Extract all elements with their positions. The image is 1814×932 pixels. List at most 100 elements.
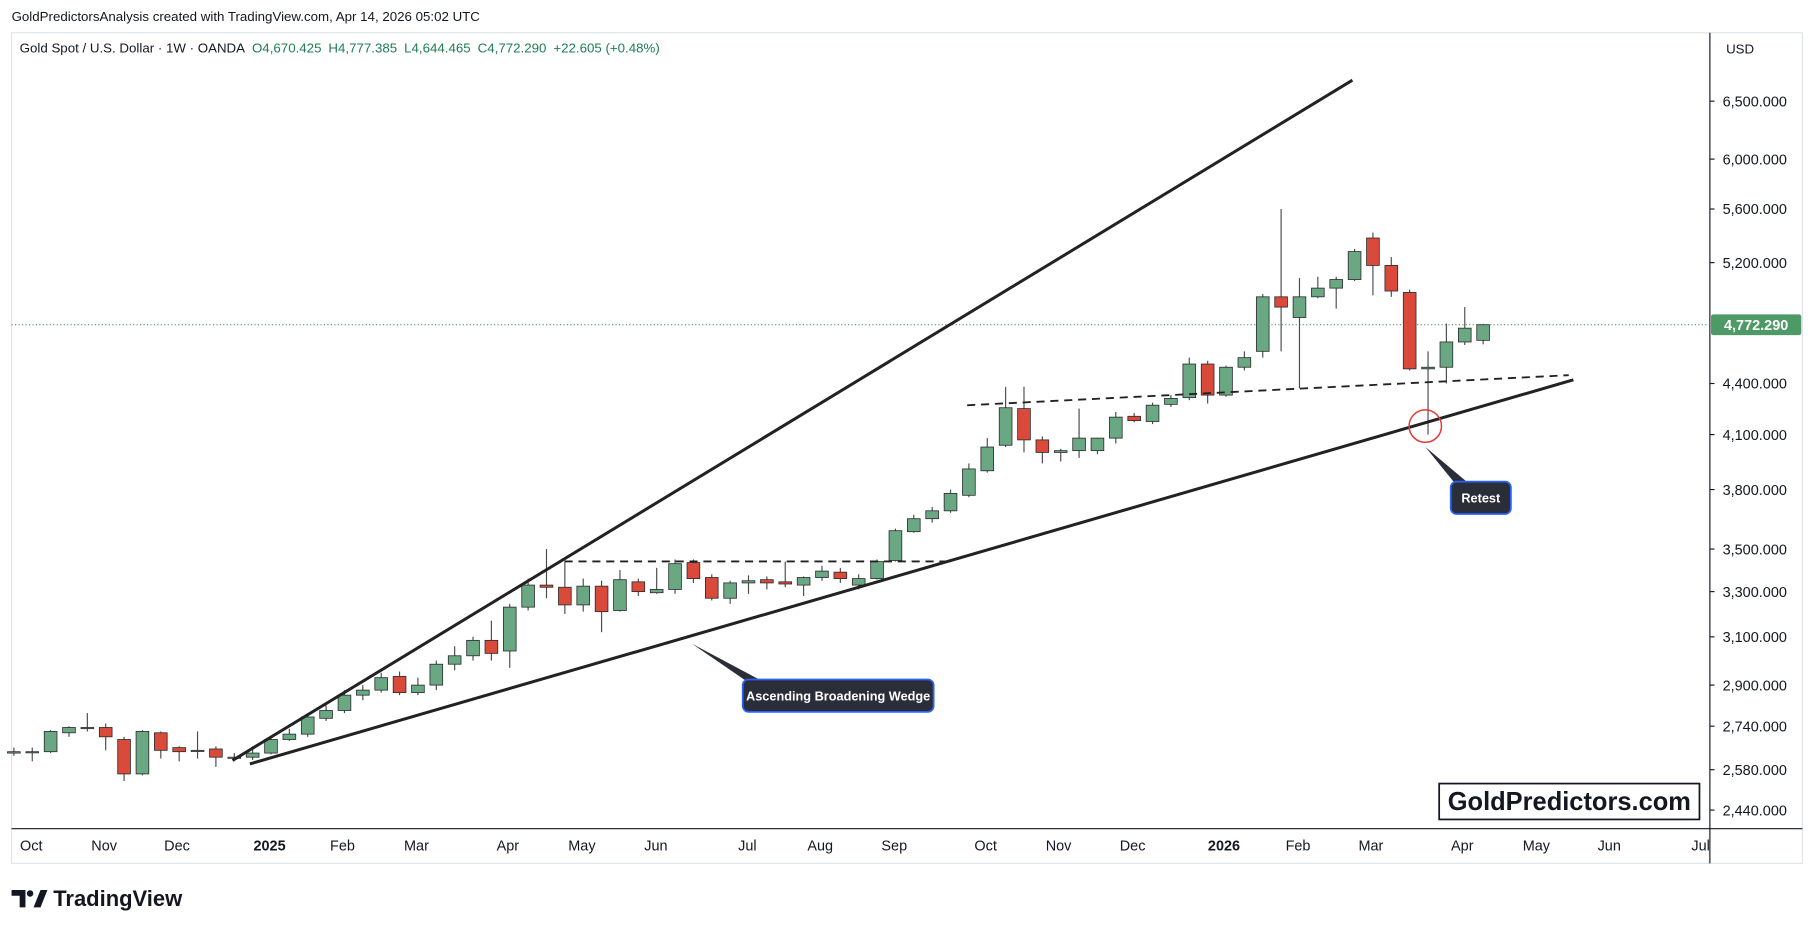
candle-body [631, 581, 646, 593]
candle-body [594, 585, 609, 613]
candle-body [1145, 404, 1160, 422]
candle-body [1053, 450, 1068, 453]
candle-body [907, 518, 921, 533]
frame [10, 32, 1804, 864]
y-tick-label: 2,440.000 [1723, 803, 1787, 819]
x-tick-label: May [1523, 839, 1551, 855]
x-tick-label: Dec [164, 839, 190, 855]
brand: TradingView [53, 886, 183, 911]
candle-body [815, 570, 829, 578]
candle-body [135, 731, 150, 775]
last-price-box [1711, 314, 1802, 336]
candle-body [1219, 366, 1233, 396]
x-tick-label: Apr [1451, 839, 1474, 855]
candle-body [374, 677, 388, 691]
candle-body [319, 710, 333, 719]
candle-body [25, 751, 40, 754]
x-tick-label: Apr [497, 839, 520, 855]
upper-trendline [231, 78, 1354, 762]
wedge-label: Ascending Broadening Wedge [746, 688, 930, 703]
candle-body [1402, 292, 1417, 370]
x-tick-label: Oct [20, 839, 42, 855]
candle-body [209, 748, 223, 758]
candle-body [1035, 439, 1050, 453]
neckline [967, 374, 1569, 407]
logo-mark [26, 890, 34, 897]
callout-box [741, 678, 935, 713]
y-tick-label: 2,740.000 [1723, 719, 1787, 735]
candle-body [282, 733, 297, 740]
legend: Gold Spot / U.S. Dollar · 1W · OANDA O4,6… [20, 40, 660, 55]
candle-body [80, 727, 95, 730]
candle-body [1237, 357, 1252, 368]
symbol-title: Gold Spot / U.S. Dollar · 1W · OANDA [20, 40, 245, 55]
retest-circle [1408, 409, 1443, 444]
candle-body [705, 577, 719, 599]
legend-high: H4,777.385 [328, 40, 397, 55]
x-tick-label: Sep [881, 839, 907, 855]
candle-body [870, 561, 884, 579]
candle-body [1109, 416, 1123, 439]
y-tick-label: 4,400.000 [1723, 377, 1787, 393]
callout-pointer [691, 643, 764, 682]
candle-body [833, 571, 848, 579]
candle-body [264, 739, 278, 754]
candle-body [117, 739, 131, 775]
candle-body [337, 694, 352, 711]
x-tick-label: Aug [807, 839, 833, 855]
candle-body [62, 727, 76, 734]
x-tick-label: Dec [1120, 839, 1146, 855]
x-tick-label: Oct [974, 839, 996, 855]
candle-body [962, 468, 976, 496]
x-tick-label: 2026 [1208, 839, 1240, 855]
x-tick-label: May [568, 839, 596, 855]
candle-body [7, 751, 21, 754]
candle-body [1072, 437, 1086, 452]
y-tick-label: 3,100.000 [1723, 630, 1787, 646]
candle-body [1182, 363, 1197, 399]
candle-body [539, 584, 554, 588]
candle-body [649, 589, 664, 594]
candle-body [686, 562, 701, 579]
x-tick-label: Nov [1046, 839, 1072, 855]
y-tick-label: 2,900.000 [1723, 678, 1787, 694]
candle-body [447, 655, 462, 665]
candle-body [521, 584, 535, 608]
candle-body [172, 747, 186, 753]
y-tick-label: 5,200.000 [1723, 256, 1787, 272]
candle-body [356, 689, 370, 696]
plot: 2,440.000 2,580.000 2,740.000 2,900.000 3,10… [7, 94, 1802, 855]
callout-pointer [1425, 446, 1470, 484]
candle-body [576, 585, 590, 606]
candle-body [943, 492, 958, 512]
legend-low: L4,644.465 [404, 40, 471, 55]
y-tick-label: 6,000.000 [1723, 152, 1787, 168]
candle-body [1292, 296, 1307, 318]
credit: GoldPredictorsAnalysis created with Trad… [12, 9, 481, 24]
candle-body [558, 586, 572, 606]
x-tick-label: Jun [644, 839, 667, 855]
candle-body [778, 581, 793, 585]
candle-body [998, 407, 1013, 446]
candle-body [1200, 363, 1215, 396]
candle-body [1366, 237, 1380, 266]
candle-body [888, 530, 903, 561]
candle-body [43, 731, 58, 753]
candle-body [980, 446, 995, 472]
x-tick-label: Mar [1358, 839, 1383, 855]
legend-open: O4,670.425 [252, 40, 322, 55]
brand-logo: TradingView [11, 886, 183, 911]
y-tick-label: 3,500.000 [1723, 542, 1787, 558]
watermark: GoldPredictors.com [1448, 788, 1691, 816]
watermark-box [1438, 782, 1701, 821]
y-tick-label: 4,100.000 [1723, 428, 1787, 444]
last-price-label: 4,772.290 [1724, 318, 1788, 334]
candle-body [1127, 415, 1141, 422]
candle-body [613, 579, 627, 611]
x-tick-label: Jul [738, 839, 756, 855]
x-tick-label: Feb [330, 839, 355, 855]
y-tick-label: 3,300.000 [1723, 585, 1787, 601]
retest-label: Retest [1461, 490, 1501, 505]
